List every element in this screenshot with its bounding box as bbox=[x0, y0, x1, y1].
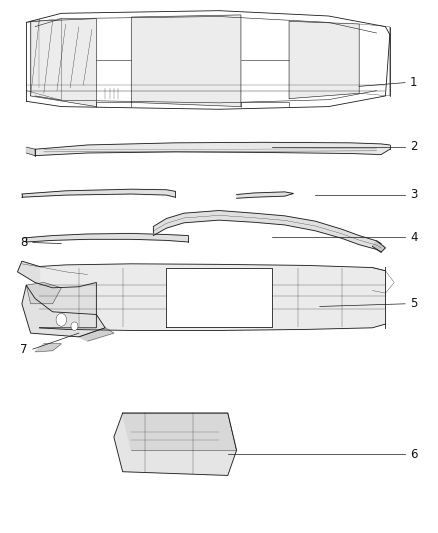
Polygon shape bbox=[35, 344, 61, 352]
Polygon shape bbox=[372, 241, 385, 252]
Polygon shape bbox=[79, 328, 114, 341]
Polygon shape bbox=[123, 413, 237, 450]
Text: 7: 7 bbox=[20, 343, 28, 356]
Polygon shape bbox=[22, 189, 175, 197]
Text: 8: 8 bbox=[21, 236, 28, 249]
Polygon shape bbox=[131, 15, 241, 107]
Text: 3: 3 bbox=[410, 188, 417, 201]
Polygon shape bbox=[289, 21, 359, 99]
Polygon shape bbox=[166, 268, 272, 327]
Text: 1: 1 bbox=[410, 76, 418, 89]
Text: 2: 2 bbox=[410, 140, 418, 153]
Polygon shape bbox=[237, 192, 293, 198]
Polygon shape bbox=[35, 142, 390, 156]
Text: 4: 4 bbox=[410, 231, 418, 244]
Polygon shape bbox=[18, 261, 96, 328]
Polygon shape bbox=[31, 19, 96, 107]
Text: 6: 6 bbox=[410, 448, 418, 461]
Polygon shape bbox=[26, 147, 35, 156]
Polygon shape bbox=[114, 413, 237, 475]
Polygon shape bbox=[26, 282, 61, 304]
Text: 5: 5 bbox=[410, 297, 417, 310]
Polygon shape bbox=[153, 211, 381, 252]
Polygon shape bbox=[39, 264, 385, 330]
Circle shape bbox=[71, 322, 78, 330]
Polygon shape bbox=[22, 285, 105, 337]
Polygon shape bbox=[26, 233, 188, 242]
Circle shape bbox=[56, 313, 67, 326]
